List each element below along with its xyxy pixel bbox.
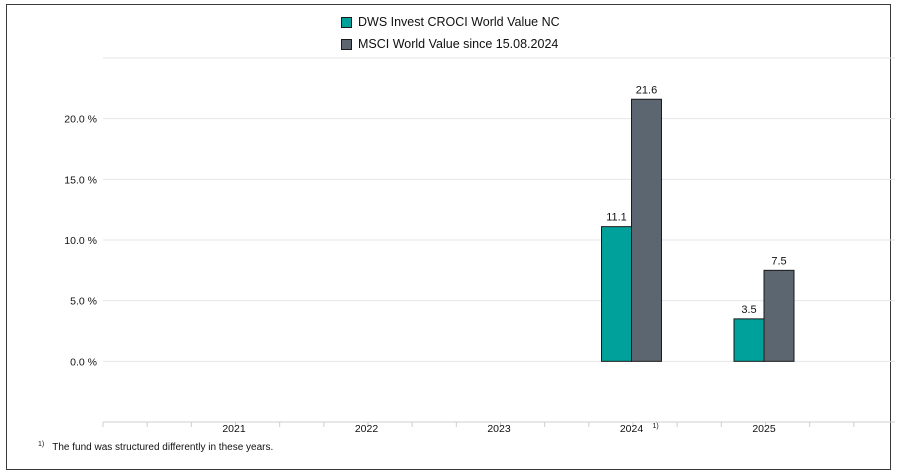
x-tick-label: 2021 — [222, 423, 246, 435]
bar — [733, 318, 765, 362]
y-axis: 0.0 % 5.0 % 10.0 % 15.0 % 20.0 % — [64, 114, 97, 369]
data-label: 11.1 — [606, 212, 627, 224]
y-tick-label: 10.0 % — [64, 235, 97, 247]
y-tick-label: 5.0 % — [70, 296, 97, 308]
legend-label-benchmark: MSCI World Value since 15.08.2024 — [358, 37, 559, 51]
bar — [601, 226, 632, 362]
footnote: 1) The fund was structured differently in… — [38, 441, 273, 453]
legend: DWS Invest CROCI World Value NC MSCI Wor… — [341, 11, 560, 55]
data-labels: 11.1 3.5 21.6 7.5 — [606, 84, 786, 316]
x-tick-footnote-mark: 1) — [653, 423, 659, 430]
data-label: 21.6 — [636, 84, 657, 96]
bar — [763, 269, 795, 362]
data-label: 7.5 — [771, 255, 786, 267]
x-axis: 2021 2022 2023 2024 1) 2025 — [102, 421, 895, 435]
chart-frame — [6, 4, 891, 470]
legend-swatch-benchmark — [341, 38, 352, 50]
footnote-marker: 1) — [38, 441, 45, 448]
y-tick-label: 20.0 % — [64, 114, 97, 126]
y-tick-label: 15.0 % — [64, 174, 97, 186]
legend-item-fund: DWS Invest CROCI World Value NC — [341, 11, 560, 33]
x-tick-label: 2025 — [752, 423, 776, 435]
data-label: 3.5 — [741, 304, 756, 316]
bar — [631, 98, 662, 362]
legend-item-benchmark: MSCI World Value since 15.08.2024 — [341, 33, 560, 55]
x-tick-label: 2023 — [487, 423, 511, 435]
x-tick-label: 2024 — [620, 423, 644, 435]
legend-swatch-fund — [341, 16, 352, 28]
legend-label-fund: DWS Invest CROCI World Value NC — [358, 15, 560, 29]
y-tick-label: 0.0 % — [70, 356, 97, 368]
footnote-text: The fund was structured differently in t… — [52, 442, 274, 453]
x-tick-label: 2022 — [355, 423, 379, 435]
bars — [601, 98, 795, 362]
